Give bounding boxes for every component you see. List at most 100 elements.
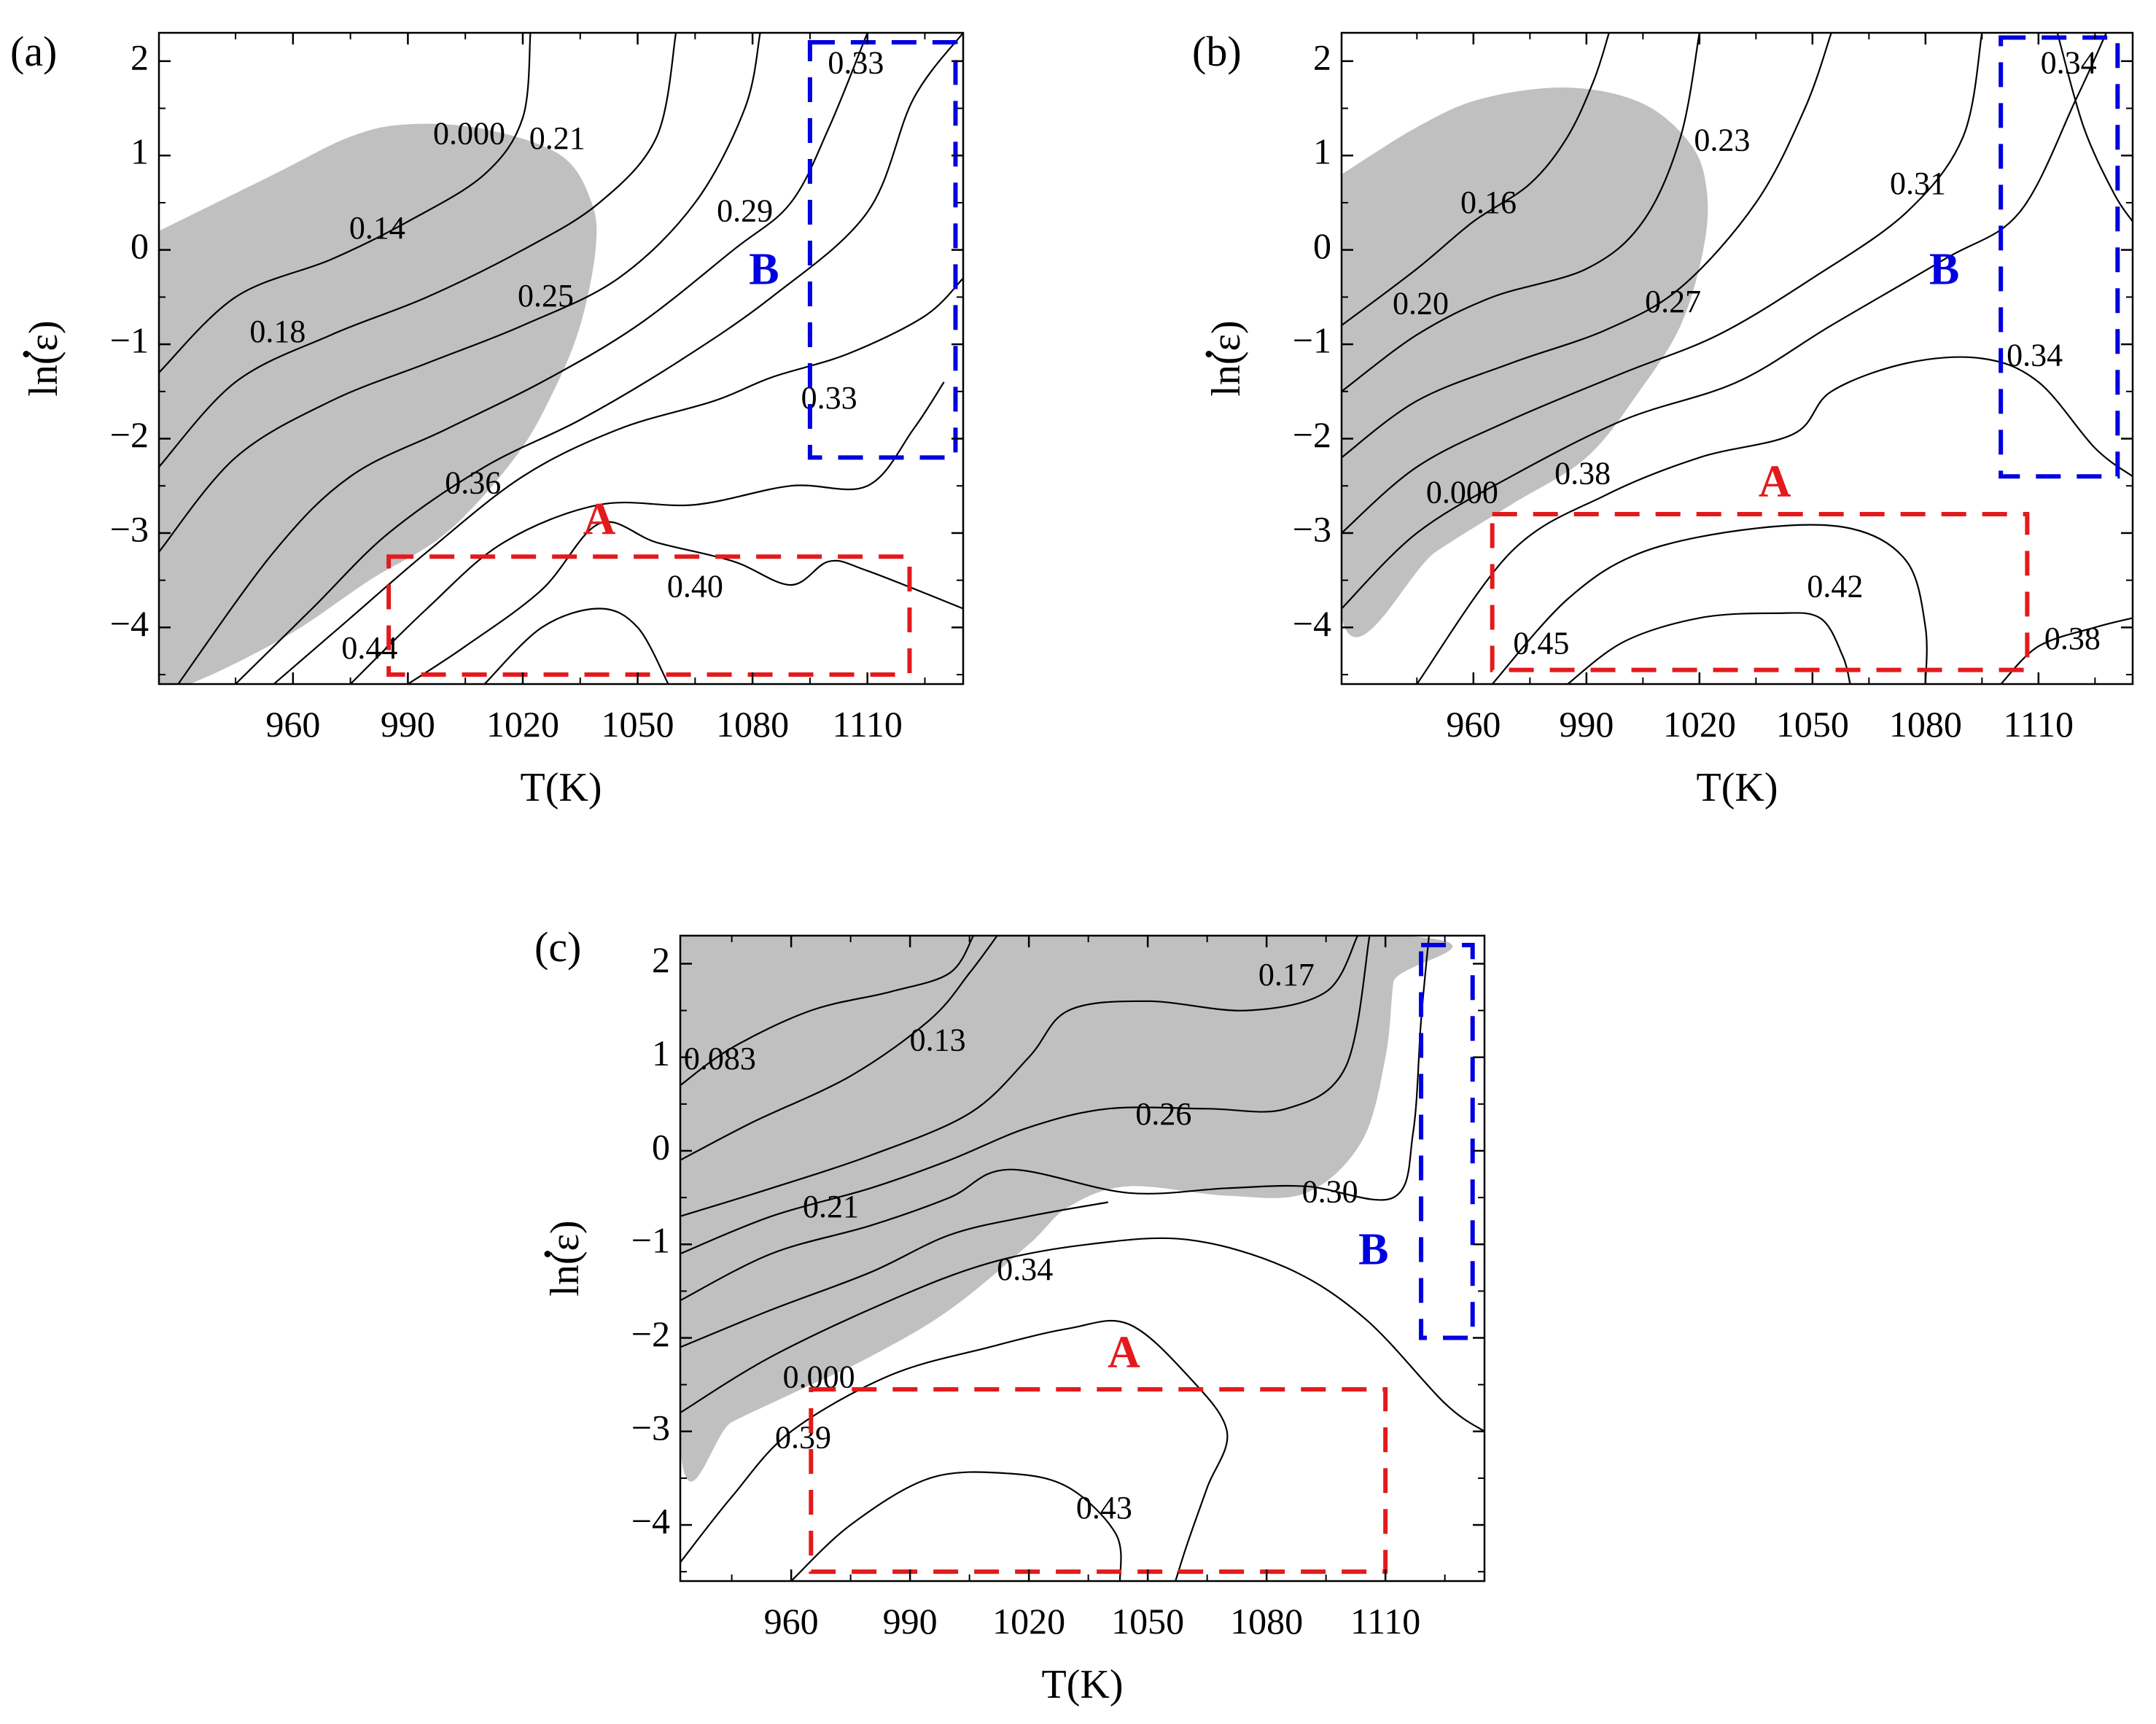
contour-line xyxy=(483,607,669,684)
y-axis-title-prefix: ln( xyxy=(542,1251,588,1296)
contour-label: 0.33 xyxy=(828,44,884,80)
contour-line xyxy=(1342,33,1610,327)
unstable-region xyxy=(680,936,1453,1482)
contour-line xyxy=(273,277,963,684)
y-tick-label: 0 xyxy=(131,225,149,266)
y-axis-title-dot xyxy=(1205,351,1213,357)
contour-line xyxy=(407,521,963,684)
plot-area: 0.000 0.210.14 0.290.250.180.330.330.360.4… xyxy=(159,33,963,684)
x-tick-label: 1050 xyxy=(602,704,674,745)
region-b-box xyxy=(807,39,958,460)
unstable-region xyxy=(1342,88,1708,637)
contour-label: 0.21 xyxy=(529,120,585,156)
x-tick-label: 1110 xyxy=(1350,1601,1420,1642)
contour-line xyxy=(1491,524,1928,684)
region-b-label: B xyxy=(749,244,779,294)
x-tick-label: 990 xyxy=(381,704,435,745)
contour-label: 0.17 xyxy=(1258,957,1315,993)
region-b-label: B xyxy=(1929,244,1959,294)
region-b-box xyxy=(1999,35,2120,479)
contour-label: 0.29 xyxy=(717,193,773,229)
y-tick-label: −3 xyxy=(1293,508,1331,549)
region-a-box xyxy=(1490,512,2030,672)
x-axis-title: T(K) xyxy=(1042,1662,1124,1707)
contour-label: 0.13 xyxy=(910,1022,966,1058)
x-tick-label: 1020 xyxy=(992,1601,1065,1642)
plot-area: 0.23 0.16 0.31 0.20 0.27 0.34 0.34 0.000 0.38 0.4… xyxy=(1342,33,2133,684)
x-tick-label: 1110 xyxy=(833,704,903,745)
y-tick-label: 1 xyxy=(652,1033,670,1073)
y-tick-label: 0 xyxy=(1313,225,1331,266)
plot-frame xyxy=(679,934,1486,1583)
panel-tag: (a) xyxy=(10,28,57,75)
contour-label: 0.36 xyxy=(445,465,501,500)
x-tick-label: 1110 xyxy=(2004,704,2074,745)
contour-line xyxy=(1416,356,2133,684)
contour-label: 0.20 xyxy=(1393,285,1449,321)
x-tick-label: 1050 xyxy=(1776,704,1849,745)
y-tick-label: −4 xyxy=(110,603,149,644)
region-a-label: A xyxy=(1108,1327,1140,1377)
region-b-label: B xyxy=(1358,1224,1388,1274)
contour-label: 0.45 xyxy=(1513,625,1569,661)
region-a-box xyxy=(386,554,912,677)
x-tick-label: 1020 xyxy=(486,704,559,745)
contour-label: 0.40 xyxy=(667,569,723,605)
contour-line xyxy=(680,1237,1484,1432)
x-tick-label: 990 xyxy=(883,1601,938,1642)
x-tick-label: 1050 xyxy=(1111,1601,1184,1642)
plot-frame xyxy=(157,31,965,686)
x-tick-label: 1080 xyxy=(1889,704,1962,745)
contour-label: 0.38 xyxy=(1554,455,1611,491)
contour-line xyxy=(790,1471,1122,1581)
contour-line xyxy=(1342,33,1700,392)
contour-line xyxy=(1567,612,1851,684)
contour-line xyxy=(1342,33,2107,610)
unstable-region xyxy=(159,123,597,684)
contour-line xyxy=(680,936,975,1087)
contour-label: 0.27 xyxy=(1645,284,1701,319)
y-axis-title-dot xyxy=(544,1251,551,1257)
y-axis-title: ln(ε) xyxy=(1204,320,1249,396)
contour-label: 0.25 xyxy=(518,278,574,314)
y-tick-label: 1 xyxy=(131,131,149,172)
y-tick-label: −1 xyxy=(110,320,149,361)
contour-label: 0.39 xyxy=(775,1420,831,1456)
contour-label: 0.43 xyxy=(1076,1490,1132,1526)
y-tick-label: −4 xyxy=(631,1501,670,1542)
x-tick-label: 1080 xyxy=(1230,1601,1303,1642)
y-tick-label: 2 xyxy=(1313,36,1331,77)
x-tick-label: 1080 xyxy=(716,704,789,745)
y-axis-title-suffix: ) xyxy=(542,1220,588,1234)
panel-c: 0.170.0830.130.260.300.210.340.0000.390.… xyxy=(534,923,1486,1707)
y-axis-title-var: ε xyxy=(542,1234,588,1251)
contour-label: 0.000 xyxy=(433,115,505,151)
contour-line xyxy=(177,33,868,684)
y-tick-label: −4 xyxy=(1293,603,1331,644)
y-tick-label: 2 xyxy=(652,939,670,980)
contour-line xyxy=(1342,33,1832,459)
y-axis-title-prefix: ln( xyxy=(21,351,66,396)
contour-label: 0.26 xyxy=(1135,1096,1191,1132)
contour-line xyxy=(235,33,963,684)
contour-label: 0.14 xyxy=(349,210,405,246)
panel-tag: (b) xyxy=(1192,28,1242,75)
contour-line xyxy=(159,33,677,468)
contour-line xyxy=(680,1319,1229,1581)
x-tick-label: 960 xyxy=(265,704,320,745)
y-tick-label: 1 xyxy=(1313,131,1331,172)
contour-line xyxy=(680,936,1371,1255)
x-tick-label: 960 xyxy=(1446,704,1501,745)
y-tick-label: −2 xyxy=(1293,414,1331,455)
contour-line xyxy=(159,33,532,373)
plot-frame xyxy=(1340,31,2134,686)
panel-a: 0.000 0.210.14 0.290.250.180.330.330.360.4… xyxy=(10,28,965,810)
y-tick-label: −2 xyxy=(631,1313,670,1354)
contour-label: 0.18 xyxy=(249,314,306,349)
contour-line xyxy=(2056,33,2133,222)
plot-area: 0.170.0830.130.260.300.210.340.0000.390.… xyxy=(680,936,1484,1581)
contour-label: 0.34 xyxy=(2007,338,2063,373)
y-tick-label: −1 xyxy=(631,1220,670,1261)
contour-label: 0.000 xyxy=(1426,474,1498,510)
y-tick-label: −1 xyxy=(1293,320,1331,361)
